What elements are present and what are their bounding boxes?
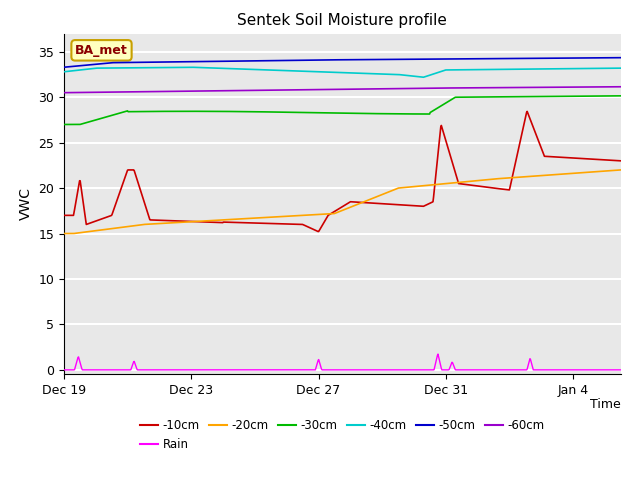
Y-axis label: VWC: VWC: [19, 188, 33, 220]
Legend: Rain: Rain: [135, 433, 193, 456]
Text: BA_met: BA_met: [75, 44, 128, 57]
Title: Sentek Soil Moisture profile: Sentek Soil Moisture profile: [237, 13, 447, 28]
Text: Time: Time: [590, 398, 621, 411]
